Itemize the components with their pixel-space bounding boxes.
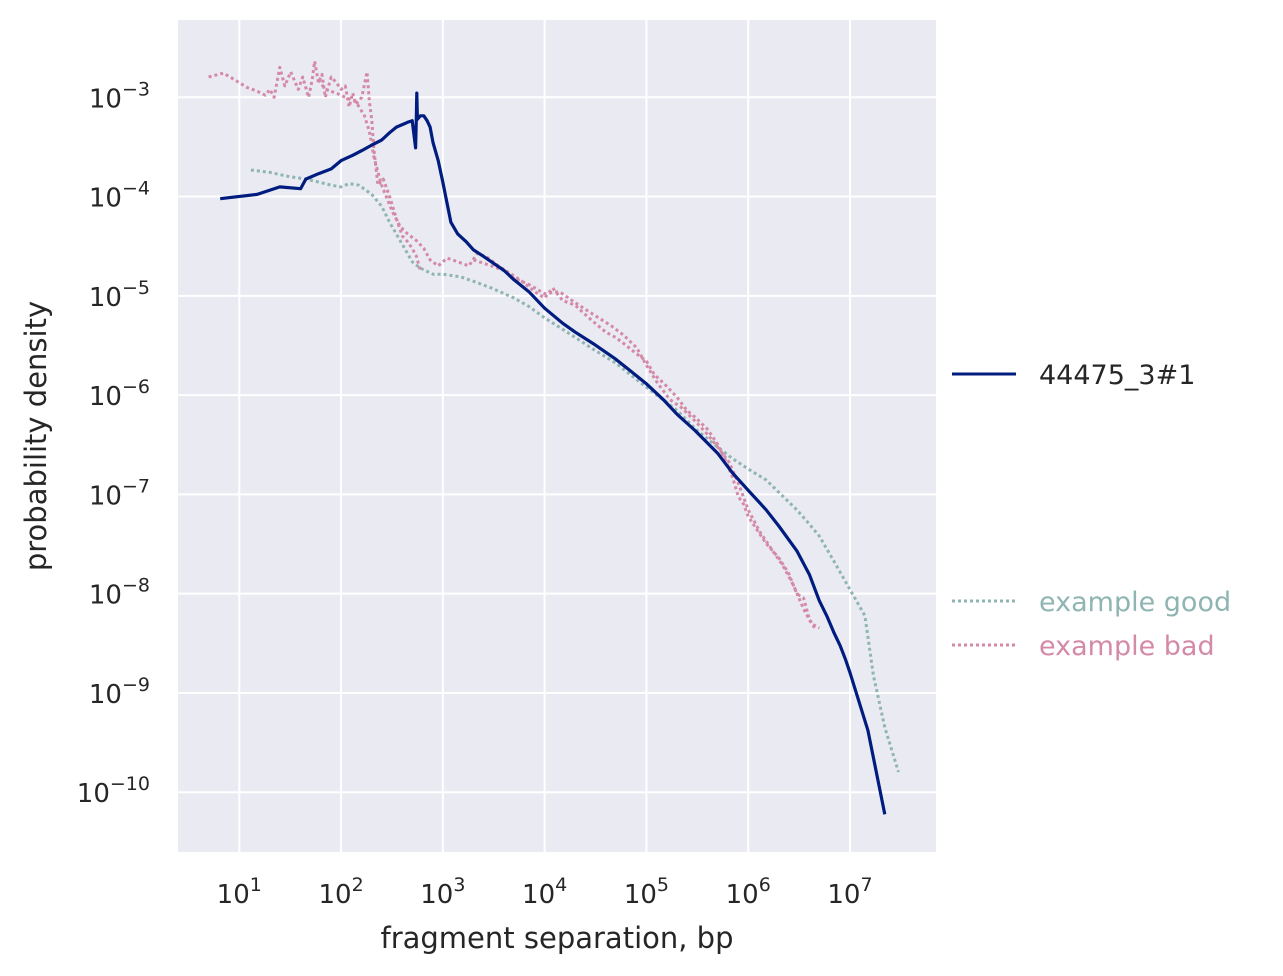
y-tick-label: 10−10 xyxy=(77,773,150,809)
y-tick-label: 10−6 xyxy=(89,376,150,412)
grid xyxy=(178,20,936,852)
series-layer xyxy=(208,59,900,815)
legend-main: 44475_3#1 xyxy=(952,360,1195,391)
legend-label-44475-3-1: 44475_3#1 xyxy=(1039,360,1195,391)
x-tick-label: 106 xyxy=(726,874,771,910)
y-tick-label: 10−7 xyxy=(89,475,150,511)
y-tick-label: 10−8 xyxy=(89,575,150,611)
series-line-example-bad xyxy=(208,59,422,271)
x-tick-label: 105 xyxy=(624,874,669,910)
series-line-44475-3-1 xyxy=(220,91,887,815)
legend-examples: example good example bad xyxy=(952,587,1231,662)
x-tick-label: 101 xyxy=(217,874,262,910)
x-tick-label: 102 xyxy=(318,874,363,910)
plot-background xyxy=(178,20,936,852)
series-line-example-bad xyxy=(473,258,821,630)
legend-label-example-good: example good xyxy=(1039,587,1231,618)
legend-label-example-bad: example bad xyxy=(1039,631,1215,662)
x-tick-labels: 101 102 103 104 105 106 107 xyxy=(217,874,873,910)
y-tick-labels: 10−3 10−4 10−5 10−6 10−7 10−8 10−9 10−10 xyxy=(77,78,150,809)
x-tick-label: 107 xyxy=(827,874,872,910)
y-tick-label: 10−5 xyxy=(89,277,150,313)
series-line-example-good xyxy=(250,168,900,773)
series-line-example-bad xyxy=(317,78,816,629)
y-axis-label: probability density xyxy=(19,301,53,571)
x-axis-label: fragment separation, bp xyxy=(381,921,734,955)
x-tick-label: 104 xyxy=(522,874,567,910)
y-tick-label: 10−4 xyxy=(89,178,150,214)
y-tick-label: 10−3 xyxy=(89,78,150,114)
x-tick-label: 103 xyxy=(420,874,465,910)
y-tick-label: 10−9 xyxy=(89,674,150,710)
